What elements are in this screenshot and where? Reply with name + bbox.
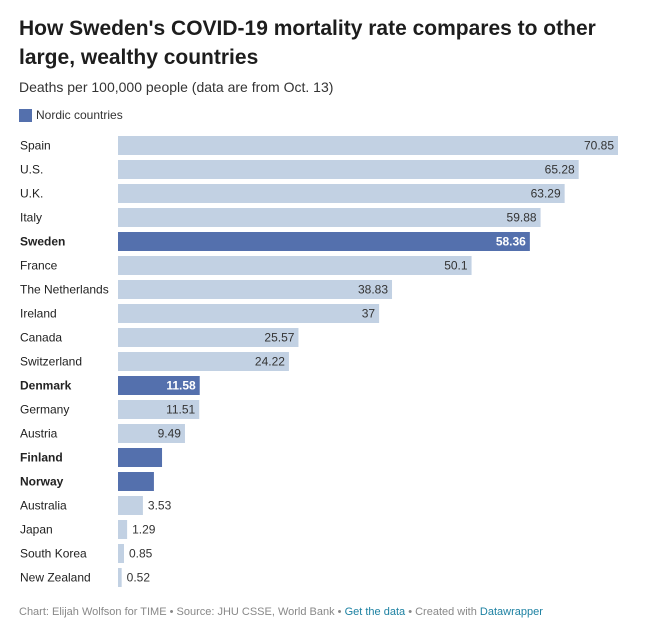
value-label-finland: 6.24 <box>167 451 191 465</box>
category-label-denmark: Denmark <box>20 379 72 393</box>
chart-subtitle: Deaths per 100,000 people (data are from… <box>19 79 334 95</box>
bar-finland <box>118 448 163 467</box>
footer-credit: Chart: Elijah Wolfson for TIME • Source:… <box>19 606 345 618</box>
bar-germany <box>118 400 200 419</box>
legend-label: Nordic countries <box>36 108 123 122</box>
category-label-ireland: Ireland <box>20 307 57 321</box>
category-label-australia: Australia <box>20 499 67 513</box>
bar-south-korea <box>118 544 124 563</box>
bar-japan <box>118 520 128 539</box>
category-label-austria: Austria <box>20 427 58 441</box>
category-label-finland: Finland <box>20 451 63 465</box>
value-label-austria: 9.49 <box>158 427 182 441</box>
value-label-new-zealand: 0.52 <box>127 571 151 585</box>
category-label-canada: Canada <box>20 331 62 345</box>
bar-new-zealand <box>118 568 122 587</box>
value-label-u-k: 63.29 <box>531 187 561 201</box>
bar-u-k <box>118 184 565 203</box>
bar-france <box>118 256 472 275</box>
bar-denmark <box>118 376 200 395</box>
category-label-the-netherlands: The Netherlands <box>20 283 109 297</box>
category-label-switzerland: Switzerland <box>20 355 82 369</box>
legend-swatch <box>19 108 32 122</box>
bar-the-netherlands <box>118 280 393 299</box>
bar-chart: Spain 70.85 U.S. 65.28 U.K. 63.29 Italy 59.88 Sw… <box>20 136 618 587</box>
value-label-spain: 70.85 <box>584 139 614 153</box>
value-label-australia: 3.53 <box>148 499 172 513</box>
value-label-canada: 25.57 <box>264 331 294 345</box>
bar-italy <box>118 208 541 227</box>
category-label-japan: Japan <box>20 523 53 537</box>
value-label-switzerland: 24.22 <box>255 355 285 369</box>
bar-ireland <box>118 304 380 323</box>
category-label-new-zealand: New Zealand <box>20 571 91 585</box>
bar-sweden <box>118 232 530 251</box>
bar-australia <box>118 496 143 515</box>
category-label-italy: Italy <box>20 211 42 225</box>
bar-switzerland <box>118 352 289 371</box>
category-label-spain: Spain <box>20 139 51 153</box>
value-label-denmark: 11.58 <box>166 379 196 393</box>
category-label-south-korea: South Korea <box>20 547 87 561</box>
get-data-link[interactable]: Get the data <box>344 606 406 618</box>
value-label-italy: 59.88 <box>507 211 537 225</box>
value-label-ireland: 37 <box>362 307 376 321</box>
bar-austria <box>118 424 185 443</box>
legend: Nordic countries <box>19 108 123 122</box>
value-label-u-s: 65.28 <box>545 163 575 177</box>
category-label-u-k: U.K. <box>20 187 43 201</box>
value-label-france: 50.1 <box>444 259 468 273</box>
chart-title: How Sweden's COVID-19 mortality rate com… <box>19 17 596 69</box>
footer: Chart: Elijah Wolfson for TIME • Source:… <box>19 606 543 618</box>
bar-u-s <box>118 160 579 179</box>
bar-spain <box>118 136 618 155</box>
value-label-japan: 1.29 <box>132 523 156 537</box>
category-label-sweden: Sweden <box>20 235 65 249</box>
value-label-norway: 5.09 <box>159 475 183 489</box>
value-label-south-korea: 0.85 <box>129 547 153 561</box>
bar-canada <box>118 328 299 347</box>
bar-norway <box>118 472 154 491</box>
footer-created: • Created with <box>405 606 480 618</box>
value-label-germany: 11.51 <box>166 403 195 417</box>
category-label-germany: Germany <box>20 403 69 417</box>
value-label-the-netherlands: 38.83 <box>358 283 388 297</box>
value-label-sweden: 58.36 <box>496 235 526 249</box>
category-label-u-s: U.S. <box>20 163 43 177</box>
category-label-france: France <box>20 259 58 273</box>
datawrapper-link[interactable]: Datawrapper <box>479 606 543 618</box>
category-label-norway: Norway <box>20 475 64 489</box>
